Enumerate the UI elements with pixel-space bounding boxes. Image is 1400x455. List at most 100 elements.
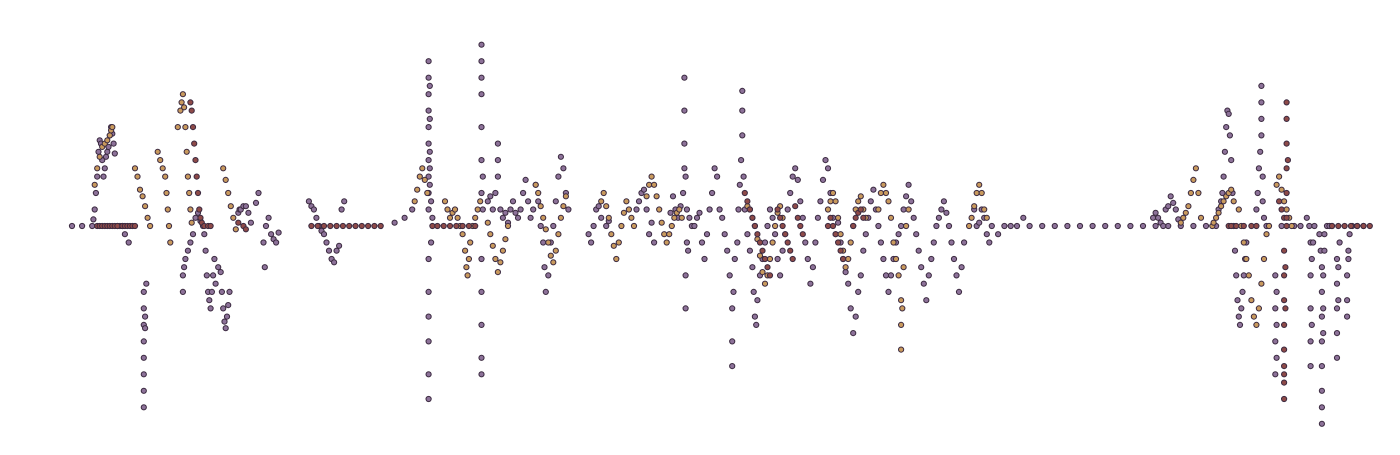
data-point	[164, 206, 171, 213]
data-point	[478, 354, 485, 361]
data-point	[484, 198, 491, 205]
data-point	[140, 354, 147, 361]
data-point	[1221, 148, 1229, 155]
data-point	[191, 140, 198, 147]
data-point	[479, 173, 486, 180]
data-point	[1235, 313, 1242, 320]
data-point	[855, 198, 862, 205]
data-point	[308, 222, 315, 230]
data-point	[948, 239, 955, 246]
data-point	[845, 280, 852, 287]
data-point	[1064, 222, 1071, 230]
data-point	[804, 255, 811, 263]
data-point	[898, 346, 905, 353]
data-point	[958, 264, 965, 271]
data-point	[94, 165, 101, 172]
data-point	[850, 222, 857, 230]
data-point	[68, 222, 76, 230]
data-point	[192, 214, 199, 221]
data-point	[1026, 222, 1033, 230]
data-point	[653, 193, 660, 200]
data-point	[333, 247, 340, 254]
data-point	[794, 214, 801, 221]
data-point	[273, 239, 280, 246]
data-point	[835, 214, 842, 221]
data-point	[814, 214, 822, 221]
data-point	[628, 214, 635, 221]
data-point	[552, 198, 559, 205]
data-point	[729, 305, 736, 312]
data-point	[1250, 313, 1258, 320]
data-point	[261, 264, 268, 271]
data-point	[429, 214, 436, 221]
data-point	[1219, 189, 1226, 197]
data-point	[268, 231, 275, 238]
data-point	[933, 222, 940, 230]
data-point	[646, 181, 653, 188]
data-point	[898, 321, 905, 328]
data-point	[852, 313, 859, 320]
data-point	[226, 288, 233, 295]
data-point	[1281, 346, 1288, 353]
data-point	[1284, 157, 1292, 164]
data-point	[565, 206, 572, 213]
data-point	[731, 255, 738, 263]
data-point	[877, 239, 885, 246]
data-point	[425, 338, 432, 345]
data-point	[777, 214, 784, 221]
data-point	[750, 288, 757, 295]
data-point	[1281, 198, 1288, 205]
data-point	[966, 222, 973, 230]
data-point	[983, 231, 990, 238]
data-point	[230, 214, 237, 221]
data-point	[333, 222, 340, 230]
data-point	[101, 165, 108, 172]
data-point	[1336, 239, 1343, 246]
data-point	[494, 269, 501, 276]
data-point	[320, 222, 328, 230]
data-point	[178, 99, 185, 106]
data-point	[1257, 148, 1264, 155]
data-point	[681, 107, 688, 114]
data-point	[179, 288, 186, 295]
data-point	[1233, 222, 1240, 230]
data-point	[339, 222, 346, 230]
data-point	[613, 255, 620, 263]
data-point	[1240, 222, 1247, 230]
data-point	[719, 214, 726, 221]
data-point	[1346, 231, 1353, 238]
data-point	[935, 214, 943, 221]
data-point	[104, 137, 111, 144]
data-point	[739, 107, 746, 114]
data-point	[1321, 231, 1328, 238]
data-point	[678, 214, 685, 221]
data-point	[885, 198, 892, 205]
data-point	[541, 264, 548, 271]
data-point	[1273, 181, 1280, 188]
data-point	[744, 198, 751, 205]
data-point	[1283, 140, 1290, 147]
data-point	[1231, 247, 1239, 254]
data-point	[716, 206, 723, 213]
data-point	[1333, 354, 1341, 361]
data-point	[1152, 222, 1159, 230]
data-point	[125, 239, 132, 246]
data-point	[764, 222, 771, 230]
data-point	[1303, 214, 1310, 221]
data-point	[887, 214, 895, 221]
data-point	[487, 193, 494, 200]
data-point	[787, 189, 794, 197]
data-point	[163, 189, 170, 197]
data-point	[222, 176, 229, 183]
data-point	[425, 140, 432, 147]
data-point	[822, 157, 829, 164]
data-point	[1307, 363, 1314, 370]
data-point	[1276, 198, 1283, 205]
data-point	[114, 222, 121, 230]
data-point	[310, 206, 317, 213]
data-point	[792, 165, 799, 172]
data-point	[212, 280, 219, 287]
data-point	[478, 371, 485, 378]
data-point	[425, 395, 432, 403]
data-point	[327, 222, 334, 230]
